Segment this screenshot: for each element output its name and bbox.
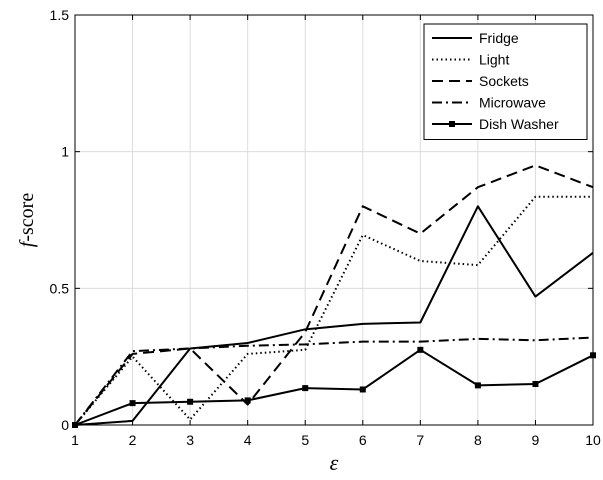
x-tick-label: 2 <box>129 432 137 448</box>
data-point-dish-washer <box>302 385 309 392</box>
data-point-dish-washer <box>417 346 424 353</box>
series-line-fridge <box>74 205 594 426</box>
y-tick-label: 1.5 <box>50 7 70 23</box>
legend-label-microwave: Microwave <box>479 95 546 111</box>
legend-label-light: Light <box>479 52 509 68</box>
legend-label-dish-washer: Dish Washer <box>479 116 559 132</box>
y-axis-label-rest: -score <box>16 193 38 242</box>
data-point-dish-washer <box>359 386 366 393</box>
x-tick-label: 7 <box>416 432 424 448</box>
legend-marker-dish-washer <box>449 121 455 127</box>
y-axis-label-italic: f <box>16 239 38 247</box>
x-tick-label: 6 <box>359 432 367 448</box>
x-tick-label: 8 <box>474 432 482 448</box>
y-tick-label: 0.5 <box>50 280 70 296</box>
legend: Fridge Light Sockets Microwave Dish Washer <box>423 23 588 140</box>
x-tick-label: 9 <box>532 432 540 448</box>
y-tick-label: 1 <box>61 144 69 160</box>
tick-layer: 1 2 3 4 5 6 7 8 9 10 0 0.5 1 1.5 <box>50 7 601 448</box>
series-line-light <box>74 195 593 426</box>
y-tick-label: 0 <box>61 417 69 433</box>
x-tick-label: 3 <box>186 432 194 448</box>
series-layer <box>72 164 596 428</box>
data-point-dish-washer <box>532 381 539 387</box>
y-axis-label: f-score <box>16 193 38 248</box>
x-tick-label: 10 <box>585 432 601 448</box>
x-tick-label: 1 <box>71 432 79 448</box>
series-line-sockets <box>74 164 594 426</box>
x-axis-label: ε <box>330 450 339 475</box>
series-line-dish-washer <box>74 348 594 426</box>
data-point-dish-washer <box>187 398 194 405</box>
series-line-microwave <box>74 336 594 426</box>
data-point-dish-washer <box>244 397 251 404</box>
legend-label-fridge: Fridge <box>479 30 519 46</box>
legend-label-sockets: Sockets <box>479 73 529 89</box>
data-point-dish-washer <box>129 400 136 407</box>
x-tick-label: 4 <box>244 432 252 448</box>
plot-frame <box>74 14 594 426</box>
data-point-dish-washer <box>474 382 481 389</box>
x-tick-label: 5 <box>301 432 309 448</box>
